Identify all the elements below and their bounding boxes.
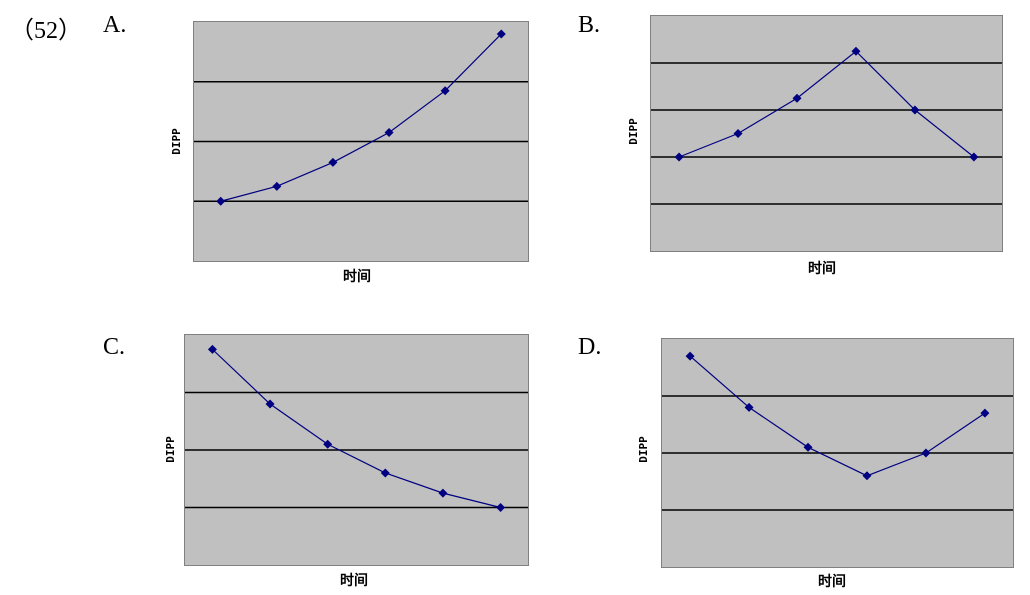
chart-c-point-5 [438, 488, 448, 498]
chart-b-point-4 [851, 46, 861, 56]
chart-d-series-line [689, 355, 986, 477]
chart-c-series-line [212, 348, 501, 509]
chart-c-svg [185, 344, 528, 512]
chart-a-series-line [220, 33, 502, 202]
chart-d-point-6 [980, 408, 990, 418]
chart-a-svg [194, 29, 528, 206]
chart-a-point-4 [384, 128, 394, 138]
chart-d-point-3 [803, 442, 813, 452]
y-axis-label-a: DIPP [169, 128, 183, 155]
chart-b-point-1 [674, 152, 684, 162]
chart-c-point-4 [380, 468, 390, 478]
y-axis-label-b: DIPP [626, 118, 640, 145]
chart-d-point-1 [685, 351, 695, 361]
chart-b-point-3 [792, 93, 802, 103]
chart-d-point-5 [921, 448, 931, 458]
chart-b-point-2 [733, 129, 743, 138]
chart-b-point-6 [969, 152, 979, 162]
chart-a-point-5 [440, 86, 450, 96]
chart-a-plot-area [193, 21, 529, 262]
panel-label-d: D. [578, 334, 602, 360]
chart-c-point-3 [323, 439, 333, 449]
chart-a-point-1 [216, 196, 226, 206]
chart-b-svg [651, 46, 1002, 205]
y-axis-label-c: DIPP [163, 436, 177, 463]
panel-label-b: B. [578, 12, 601, 38]
y-axis-label-d: DIPP [636, 436, 650, 463]
chart-b-series-line [678, 50, 975, 158]
x-axis-label-d: 时间 [818, 574, 846, 590]
x-axis-label-a: 时间 [343, 269, 371, 285]
chart-c-point-6 [496, 503, 506, 512]
x-axis-label-c: 时间 [340, 573, 368, 589]
chart-c-point-2 [265, 399, 275, 409]
panel-label-a: A. [103, 12, 127, 38]
chart-a-point-2 [272, 181, 282, 191]
chart-c-plot-area [184, 334, 529, 566]
chart-c-point-1 [207, 344, 217, 354]
chart-b-plot-area [650, 15, 1003, 252]
chart-a-point-3 [328, 157, 338, 167]
chart-d-point-4 [862, 471, 872, 481]
chart-b-point-5 [910, 105, 920, 115]
chart-d-plot-area [661, 338, 1014, 568]
x-axis-label-b: 时间 [808, 261, 836, 277]
chart-d-svg [662, 351, 1013, 511]
question-number: （52） [10, 18, 82, 44]
panel-label-c: C. [103, 334, 126, 360]
chart-d-point-2 [744, 402, 754, 412]
chart-a-point-6 [496, 29, 506, 39]
